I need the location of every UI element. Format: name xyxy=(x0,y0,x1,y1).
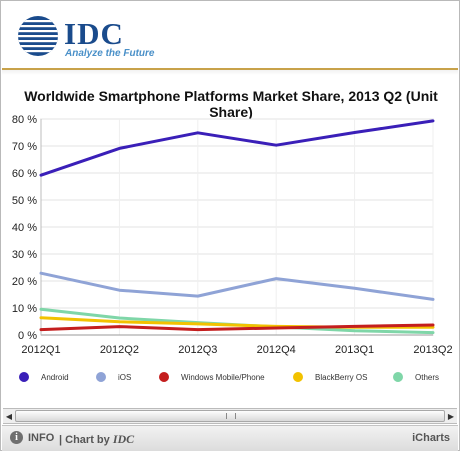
series-line-ios xyxy=(39,271,435,301)
chart-title: Worldwide Smartphone Platforms Market Sh… xyxy=(24,88,438,120)
legend-label: Android xyxy=(41,372,69,382)
scroll-left-icon[interactable]: ◀ xyxy=(5,411,13,421)
x-tick-label: 2012Q2 xyxy=(100,344,139,356)
info-icon[interactable]: i xyxy=(10,431,23,444)
icharts-link[interactable]: iCharts xyxy=(412,432,450,444)
footer: i INFO | Chart by IDC iCharts xyxy=(2,425,458,451)
scroll-right-icon[interactable]: ▶ xyxy=(447,411,455,421)
y-tick-label: 70 % xyxy=(12,141,37,153)
chart-by-prefix: | Chart by xyxy=(59,434,110,446)
legend-item-android[interactable]: Android xyxy=(19,366,69,388)
horizontal-scrollbar[interactable]: ◀ ▶ xyxy=(3,408,457,424)
legend-swatch xyxy=(96,372,106,382)
y-tick-label: 40 % xyxy=(12,222,37,234)
legend-swatch xyxy=(393,372,403,382)
grip-icon xyxy=(226,413,236,419)
legend-item-ios[interactable]: iOS xyxy=(96,366,131,388)
y-tick-label: 10 % xyxy=(12,303,37,315)
header-shadow xyxy=(2,70,458,75)
y-tick-label: 0 % xyxy=(18,330,37,342)
line-chart: 0 % 10 % 20 % 30 % 40 % 50 % 60 % 70 % 80 % 2012Q… xyxy=(12,114,453,356)
legend-swatch xyxy=(19,372,29,382)
legend-swatch xyxy=(293,372,303,382)
chart-by-credit: | Chart by IDC xyxy=(59,432,134,447)
legend-label: Windows Mobile/Phone xyxy=(181,372,265,382)
y-tick-label: 60 % xyxy=(12,168,37,180)
header: IDC Analyze the Future xyxy=(2,2,458,68)
idc-logo[interactable]: IDC Analyze the Future xyxy=(16,12,196,62)
x-tick-label: 2012Q4 xyxy=(257,344,296,356)
y-tick-label: 30 % xyxy=(12,249,37,261)
x-tick-label: 2013Q1 xyxy=(335,344,374,356)
info-link[interactable]: INFO xyxy=(28,432,55,444)
x-tick-label: 2012Q1 xyxy=(21,344,60,356)
legend-label: Others xyxy=(415,372,440,382)
series-line-android xyxy=(39,119,435,177)
y-tick-label: 80 % xyxy=(12,114,37,126)
legend-label: iOS xyxy=(118,372,132,382)
y-tick-label: 20 % xyxy=(12,276,37,288)
logo-tagline: Analyze the Future xyxy=(65,48,155,59)
legend-swatch xyxy=(159,372,169,382)
logo-wordmark: IDC xyxy=(64,16,124,51)
header-divider xyxy=(2,68,458,70)
chart-legend: Android iOS Windows Mobile/Phone BlackBerry… xyxy=(1,366,460,388)
series-line-windows-mobile-phone xyxy=(39,323,435,332)
globe-icon xyxy=(18,16,58,56)
scrollbar-thumb[interactable] xyxy=(15,410,445,422)
legend-item-others[interactable]: Others xyxy=(393,366,439,388)
legend-item-windows-mobile-phone[interactable]: Windows Mobile/Phone xyxy=(159,366,265,388)
legend-item-blackberry-os[interactable]: BlackBerry OS xyxy=(293,366,367,388)
x-tick-label: 2012Q3 xyxy=(178,344,217,356)
x-tick-label: 2013Q2 xyxy=(413,344,452,356)
y-tick-label: 50 % xyxy=(12,195,37,207)
chart-by-brand: IDC xyxy=(112,432,135,446)
legend-label: BlackBerry OS xyxy=(315,372,368,382)
